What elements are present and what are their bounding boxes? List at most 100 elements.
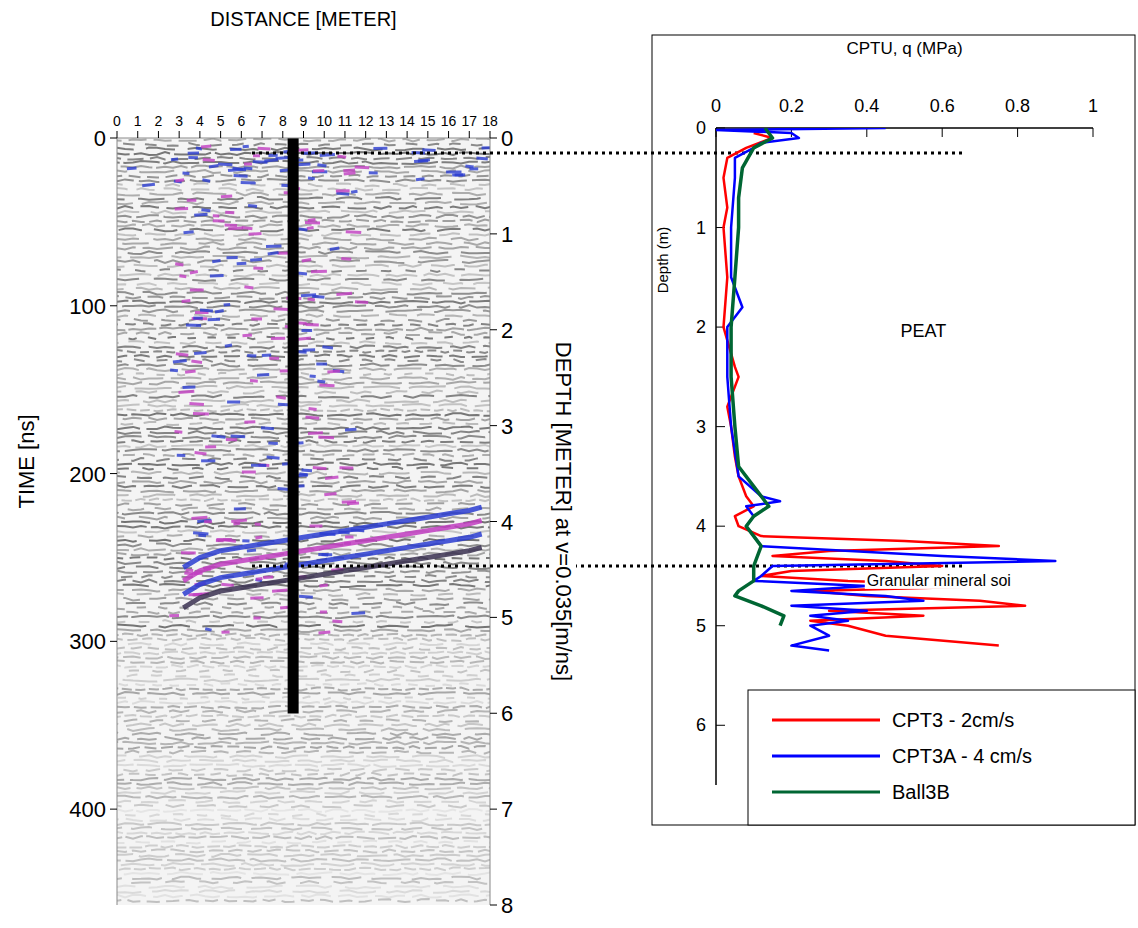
y2-tick: [490, 713, 497, 714]
radar-blip: [209, 166, 219, 167]
y-tick-label: 100: [69, 294, 106, 319]
radar-texture: [117, 850, 490, 853]
y-axis-title: TIME [ns]: [14, 414, 39, 508]
radar-blip: [298, 163, 311, 167]
radar-blip: [320, 610, 327, 613]
radar-texture: [117, 274, 490, 277]
radar-blip: [301, 295, 316, 296]
radar-blip: [228, 227, 243, 231]
radar-blip: [446, 171, 461, 174]
radar-blip: [184, 232, 194, 233]
x-tick-label: 12: [358, 113, 374, 129]
y-tick-label: 1: [696, 218, 706, 238]
y-tick: [716, 725, 725, 726]
radar-blip: [344, 173, 356, 174]
x-tick: [469, 131, 470, 138]
radar-blip: [251, 464, 266, 467]
radar-texture: [117, 629, 490, 632]
radar-blip: [298, 148, 309, 152]
radar-blip: [215, 311, 224, 312]
radar-texture: [117, 485, 490, 488]
radar-blip: [274, 307, 289, 311]
radar-texture: [117, 674, 490, 677]
radar-blip: [250, 259, 262, 260]
x-tick-label: 4: [196, 113, 204, 129]
x-tick: [158, 131, 159, 138]
radar-blip: [310, 375, 316, 379]
radar-blip: [318, 553, 332, 556]
radar-texture: [117, 665, 490, 668]
radar-blip: [322, 347, 333, 348]
radar-texture: [117, 341, 490, 344]
radar-blip: [346, 230, 361, 234]
radargram-plot: [117, 138, 490, 905]
y2-tick: [490, 809, 497, 810]
radar-blip: [242, 228, 253, 229]
radar-blip: [247, 550, 256, 551]
radar-texture: [117, 616, 490, 619]
radar-texture: [117, 800, 490, 803]
radar-blip: [193, 412, 209, 416]
radar-texture: [117, 265, 490, 268]
radar-blip: [312, 170, 327, 173]
y-tick: [110, 138, 117, 139]
x-tick: [262, 131, 263, 138]
x-tick-label: 15: [420, 113, 436, 129]
radar-texture: [117, 706, 490, 709]
radar-texture: [117, 179, 490, 182]
radar-texture: [117, 769, 490, 772]
annotation: PEAT: [901, 321, 947, 341]
radar-texture: [117, 746, 490, 749]
radar-blip: [319, 584, 327, 588]
radar-blip: [308, 219, 316, 220]
y-tick-label: 2: [696, 317, 706, 337]
radar-blip: [455, 173, 466, 176]
radar-blip: [225, 345, 232, 346]
y2-tick-label: 0: [501, 126, 513, 151]
radar-blip: [237, 262, 247, 266]
radar-blip: [276, 397, 285, 399]
radar-blip: [332, 619, 342, 623]
radar-texture: [117, 346, 490, 349]
radar-blip: [369, 171, 378, 174]
radar-texture: [117, 890, 490, 893]
radar-texture: [117, 220, 490, 223]
reflector: [183, 534, 481, 594]
radar-blip: [221, 195, 232, 199]
radar-blip: [171, 158, 178, 162]
radar-blip: [204, 520, 212, 523]
radar-blip: [336, 189, 350, 192]
radar-texture: [117, 634, 490, 637]
radar-blip: [355, 300, 368, 304]
radar-texture: [117, 184, 490, 187]
x-tick: [220, 131, 221, 138]
radar-blip: [212, 436, 226, 438]
radar-blip: [194, 214, 207, 215]
radar-blip: [345, 428, 356, 432]
radar-blip: [271, 337, 285, 340]
x-tick: [1017, 128, 1018, 137]
radar-blip: [208, 318, 220, 322]
y-tick: [110, 809, 117, 810]
radar-blip: [254, 616, 261, 619]
radar-blip: [226, 438, 237, 441]
radar-texture: [117, 323, 490, 326]
depth-line: [252, 151, 965, 154]
legend-label: Ball3B: [892, 781, 950, 803]
x-tick: [942, 128, 943, 137]
legend-label: CPT3A - 4 cm/s: [892, 745, 1032, 767]
reflector: [183, 547, 481, 607]
radar-blip: [231, 435, 246, 439]
y2-tick-label: 8: [501, 893, 513, 918]
radar-texture: [117, 368, 490, 371]
radar-texture: [117, 827, 490, 830]
radar-blip: [337, 156, 346, 157]
radar-texture: [117, 229, 490, 232]
radar-texture: [117, 413, 490, 416]
x-tick: [1093, 128, 1094, 137]
radar-texture: [117, 701, 490, 704]
radar-blip: [198, 534, 206, 538]
radar-texture: [117, 760, 490, 763]
x-tick: [303, 131, 304, 138]
radar-blip: [257, 373, 269, 377]
